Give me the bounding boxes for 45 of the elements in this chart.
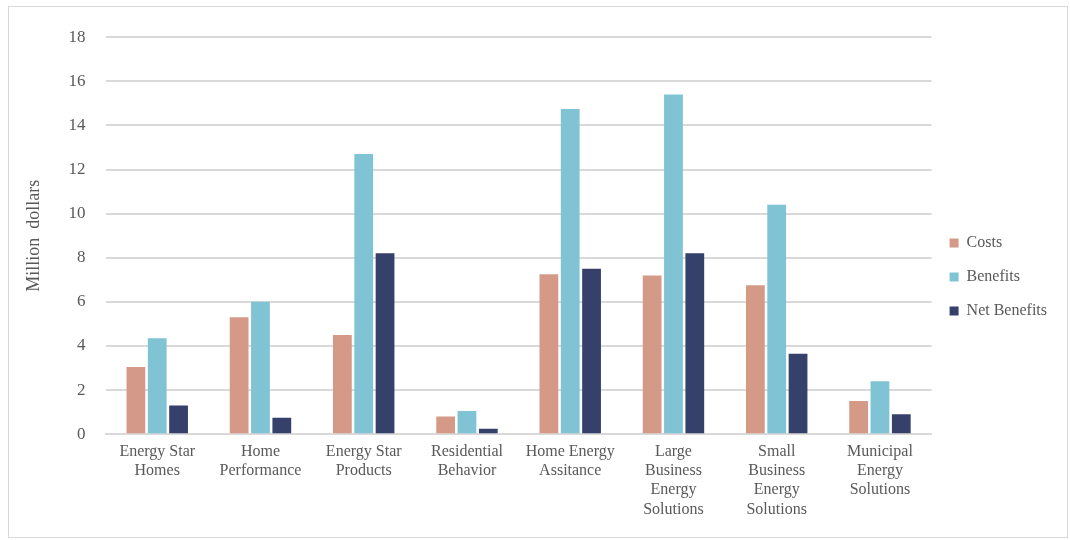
x-tick-label: Municipal Energy Solutions [847,442,914,498]
bar [457,411,477,434]
bar [436,416,456,434]
bar [272,417,292,434]
bar [642,275,662,434]
bar [767,204,787,434]
bar [745,285,765,434]
y-tick-label: 4 [77,335,87,355]
bar [539,274,559,434]
bar [891,414,911,434]
y-tick-label: 14 [68,114,87,134]
bar [788,353,808,434]
y-tick-label: 6 [77,291,86,311]
bar [849,401,869,434]
bar [664,94,683,434]
legend-label: Net Benefits [966,301,1047,319]
x-tick-label: Small Business Energy Solutions [746,442,807,517]
legend-label: Benefits [966,267,1020,285]
x-tick-label: Home Energy Assitance [525,442,615,479]
bar [229,317,249,434]
x-tick-label: Energy Star Products [325,442,403,479]
bar [375,253,395,434]
bar [870,381,890,434]
bar [147,338,167,434]
y-tick-label: 0 [77,423,86,443]
y-tick-label: 18 [68,26,86,46]
y-tick-label: 2 [77,379,86,399]
x-tick-label: Large Business Energy Solutions [643,442,704,517]
bar [126,366,146,434]
bar [332,334,352,434]
bar [560,108,580,434]
y-tick-label: 10 [68,203,86,223]
bar [582,268,601,434]
y-tick-label: 8 [77,247,86,267]
bar [169,405,188,434]
bar [354,154,374,434]
x-tick-label: Residential Behavior [430,442,504,479]
bar [251,301,270,434]
y-axis-title: Million dollars [22,179,43,292]
x-tick-label: Home Performance [219,442,302,479]
y-tick-label: 16 [68,70,86,90]
legend-label: Costs [966,233,1003,251]
y-tick-label: 12 [68,159,86,178]
x-tick-label: Energy Star Homes [119,442,196,479]
bar [685,253,705,434]
